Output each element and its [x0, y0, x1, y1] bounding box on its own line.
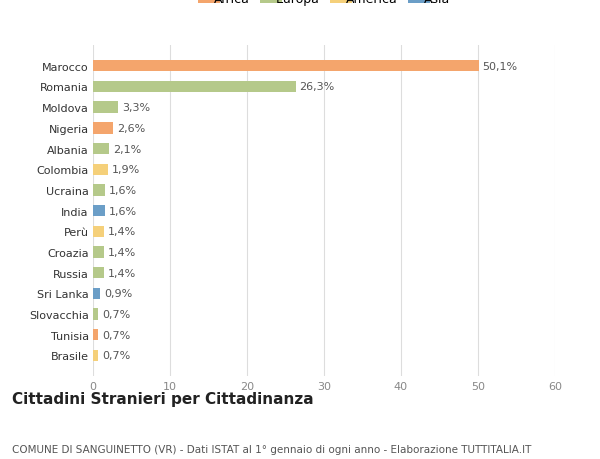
Text: 1,6%: 1,6% — [109, 185, 137, 196]
Bar — [93, 350, 98, 361]
Text: 1,9%: 1,9% — [112, 165, 140, 175]
Text: 26,3%: 26,3% — [299, 82, 335, 92]
Text: 0,9%: 0,9% — [104, 289, 132, 299]
Text: 1,4%: 1,4% — [107, 268, 136, 278]
Bar — [93, 288, 100, 299]
Bar — [93, 309, 98, 320]
Text: 2,6%: 2,6% — [117, 123, 145, 134]
Bar — [93, 123, 113, 134]
Bar — [93, 268, 104, 279]
Bar — [93, 82, 296, 93]
Text: 0,7%: 0,7% — [102, 351, 130, 361]
Bar — [93, 226, 104, 237]
Text: 3,3%: 3,3% — [122, 103, 151, 113]
Text: 1,6%: 1,6% — [109, 206, 137, 216]
Text: 50,1%: 50,1% — [482, 62, 518, 72]
Text: 0,7%: 0,7% — [102, 309, 130, 319]
Bar — [93, 164, 107, 175]
Bar — [93, 206, 106, 217]
Bar — [93, 185, 106, 196]
Bar — [93, 144, 109, 155]
Text: 1,4%: 1,4% — [107, 247, 136, 257]
Text: 0,7%: 0,7% — [102, 330, 130, 340]
Legend: Africa, Europa, America, Asia: Africa, Europa, America, Asia — [197, 0, 451, 6]
Bar — [93, 247, 104, 258]
Bar — [93, 102, 118, 113]
Text: Cittadini Stranieri per Cittadinanza: Cittadini Stranieri per Cittadinanza — [12, 391, 314, 406]
Bar — [93, 330, 98, 341]
Text: 1,4%: 1,4% — [107, 227, 136, 237]
Text: 2,1%: 2,1% — [113, 144, 141, 154]
Text: COMUNE DI SANGUINETTO (VR) - Dati ISTAT al 1° gennaio di ogni anno - Elaborazion: COMUNE DI SANGUINETTO (VR) - Dati ISTAT … — [12, 444, 532, 454]
Bar — [93, 61, 479, 72]
